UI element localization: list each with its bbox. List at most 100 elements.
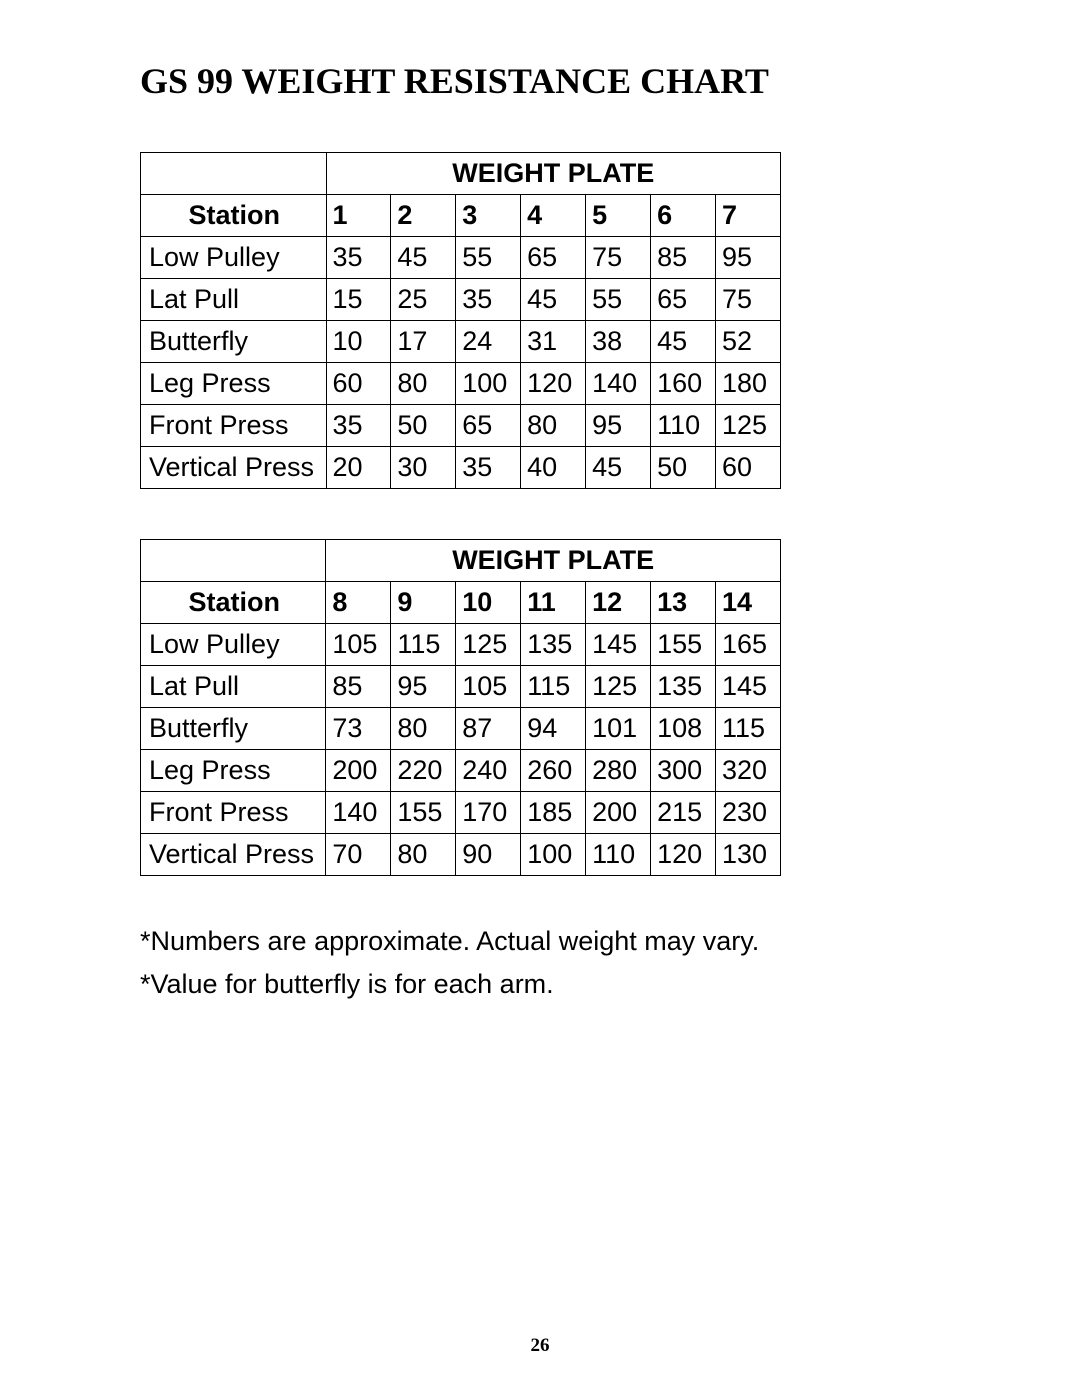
resistance-value: 87 xyxy=(456,708,521,750)
resistance-value: 80 xyxy=(391,834,456,876)
plate-number-header: 14 xyxy=(716,582,781,624)
resistance-value: 100 xyxy=(521,834,586,876)
resistance-value: 94 xyxy=(521,708,586,750)
resistance-value: 105 xyxy=(326,624,391,666)
resistance-value: 85 xyxy=(651,237,716,279)
plate-number-header: 12 xyxy=(586,582,651,624)
station-name: Butterfly xyxy=(141,321,327,363)
resistance-value: 230 xyxy=(716,792,781,834)
page-title: GS 99 WEIGHT RESISTANCE CHART xyxy=(140,60,985,102)
table-row: Leg Press 200 220 240 260 280 300 320 xyxy=(141,750,781,792)
resistance-value: 140 xyxy=(326,792,391,834)
resistance-value: 101 xyxy=(586,708,651,750)
table-row: Butterfly 10 17 24 31 38 45 52 xyxy=(141,321,781,363)
resistance-value: 105 xyxy=(456,666,521,708)
table-row: Butterfly 73 80 87 94 101 108 115 xyxy=(141,708,781,750)
resistance-value: 30 xyxy=(391,447,456,489)
station-name: Lat Pull xyxy=(141,279,327,321)
station-name: Vertical Press xyxy=(141,447,327,489)
resistance-value: 115 xyxy=(391,624,456,666)
plate-number-header: 8 xyxy=(326,582,391,624)
resistance-value: 145 xyxy=(716,666,781,708)
station-name: Low Pulley xyxy=(141,237,327,279)
table-row: Low Pulley 35 45 55 65 75 85 95 xyxy=(141,237,781,279)
plate-number-header: 4 xyxy=(521,195,586,237)
station-name: Front Press xyxy=(141,792,326,834)
resistance-value: 45 xyxy=(521,279,586,321)
table-row: Vertical Press 70 80 90 100 110 120 130 xyxy=(141,834,781,876)
resistance-value: 45 xyxy=(391,237,456,279)
resistance-value: 280 xyxy=(586,750,651,792)
resistance-value: 52 xyxy=(716,321,781,363)
resistance-value: 35 xyxy=(456,279,521,321)
resistance-value: 95 xyxy=(586,405,651,447)
resistance-value: 110 xyxy=(651,405,716,447)
station-name: Front Press xyxy=(141,405,327,447)
resistance-value: 165 xyxy=(716,624,781,666)
resistance-value: 300 xyxy=(651,750,716,792)
resistance-value: 125 xyxy=(586,666,651,708)
resistance-value: 115 xyxy=(716,708,781,750)
resistance-value: 38 xyxy=(586,321,651,363)
resistance-value: 45 xyxy=(651,321,716,363)
resistance-value: 100 xyxy=(456,363,521,405)
resistance-value: 220 xyxy=(391,750,456,792)
station-name: Vertical Press xyxy=(141,834,326,876)
resistance-value: 50 xyxy=(651,447,716,489)
resistance-value: 10 xyxy=(326,321,391,363)
resistance-value: 24 xyxy=(456,321,521,363)
resistance-value: 45 xyxy=(586,447,651,489)
resistance-value: 15 xyxy=(326,279,391,321)
station-name: Low Pulley xyxy=(141,624,326,666)
station-name: Lat Pull xyxy=(141,666,326,708)
resistance-value: 200 xyxy=(586,792,651,834)
station-name: Leg Press xyxy=(141,363,327,405)
station-name: Leg Press xyxy=(141,750,326,792)
plate-number-header: 7 xyxy=(716,195,781,237)
table-row: Leg Press 60 80 100 120 140 160 180 xyxy=(141,363,781,405)
empty-header-cell xyxy=(141,153,327,195)
resistance-value: 95 xyxy=(716,237,781,279)
resistance-value: 80 xyxy=(521,405,586,447)
resistance-value: 35 xyxy=(456,447,521,489)
resistance-value: 108 xyxy=(651,708,716,750)
resistance-value: 70 xyxy=(326,834,391,876)
resistance-value: 170 xyxy=(456,792,521,834)
resistance-value: 260 xyxy=(521,750,586,792)
table-subheader-row: Station 8 9 10 11 12 13 14 xyxy=(141,582,781,624)
resistance-value: 130 xyxy=(716,834,781,876)
footnotes: *Numbers are approximate. Actual weight … xyxy=(140,926,985,1000)
resistance-value: 145 xyxy=(586,624,651,666)
footnote: *Numbers are approximate. Actual weight … xyxy=(140,926,985,957)
table-header-row: WEIGHT PLATE xyxy=(141,153,781,195)
station-name: Butterfly xyxy=(141,708,326,750)
station-header: Station xyxy=(141,582,326,624)
plate-number-header: 13 xyxy=(651,582,716,624)
resistance-value: 73 xyxy=(326,708,391,750)
resistance-value: 80 xyxy=(391,708,456,750)
table-row: Low Pulley 105 115 125 135 145 155 165 xyxy=(141,624,781,666)
resistance-value: 65 xyxy=(521,237,586,279)
resistance-value: 155 xyxy=(651,624,716,666)
resistance-value: 120 xyxy=(521,363,586,405)
plate-number-header: 3 xyxy=(456,195,521,237)
resistance-value: 25 xyxy=(391,279,456,321)
page-number: 26 xyxy=(0,1335,1080,1357)
resistance-value: 135 xyxy=(651,666,716,708)
resistance-value: 60 xyxy=(716,447,781,489)
resistance-value: 110 xyxy=(586,834,651,876)
resistance-value: 35 xyxy=(326,405,391,447)
resistance-value: 155 xyxy=(391,792,456,834)
resistance-value: 55 xyxy=(456,237,521,279)
resistance-value: 185 xyxy=(521,792,586,834)
resistance-value: 140 xyxy=(586,363,651,405)
resistance-value: 75 xyxy=(716,279,781,321)
plate-number-header: 5 xyxy=(586,195,651,237)
resistance-value: 35 xyxy=(326,237,391,279)
station-header: Station xyxy=(141,195,327,237)
table-row: Lat Pull 85 95 105 115 125 135 145 xyxy=(141,666,781,708)
resistance-value: 31 xyxy=(521,321,586,363)
plate-number-header: 2 xyxy=(391,195,456,237)
resistance-value: 80 xyxy=(391,363,456,405)
table-row: Vertical Press 20 30 35 40 45 50 60 xyxy=(141,447,781,489)
